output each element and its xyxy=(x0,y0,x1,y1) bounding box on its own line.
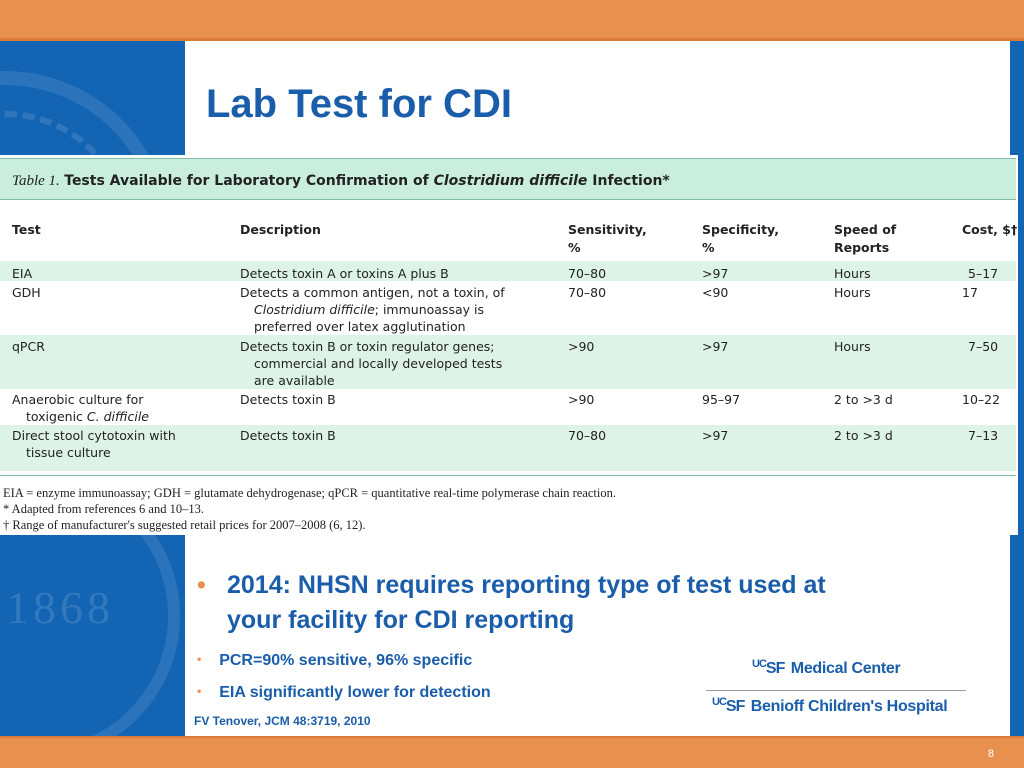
table-cell-desc-line3: are available xyxy=(254,373,335,388)
table-cell-cost: 7–50 xyxy=(968,339,999,354)
table-caption-number: Table 1. xyxy=(12,173,60,189)
table-cell-sensitivity: 70–80 xyxy=(568,266,607,281)
citation: FV Tenover, JCM 48:3719, 2010 xyxy=(194,714,371,728)
table-cell-description: Detects toxin B or toxin regulator genes… xyxy=(240,338,502,389)
sub-bullet-eia-text: EIA significantly lower for detection xyxy=(219,684,491,701)
table-cell-test: qPCR xyxy=(12,339,45,354)
ucsf-medical-center-logo: UCSF Medical Center xyxy=(752,658,901,678)
table-cell-specificity: 95–97 xyxy=(702,392,741,407)
table-cell-speed: 2 to >3 d xyxy=(834,392,893,407)
table-caption-text: Tests Available for Laboratory Confirmat… xyxy=(64,173,434,189)
row-stripe-eia xyxy=(0,261,1016,281)
main-bullet: • 2014: NHSN requires reporting type of … xyxy=(197,568,997,638)
bullet-icon: • xyxy=(197,652,202,666)
sub-bullet-pcr-text: PCR=90% sensitive, 96% specific xyxy=(219,652,473,669)
table-cell-specificity: >97 xyxy=(702,428,729,443)
table-caption: Table 1. Tests Available for Laboratory … xyxy=(12,173,670,190)
table-bottom-rule xyxy=(0,475,1016,476)
table-cell-test-line1: Anaerobic culture for xyxy=(12,392,144,407)
table-cell-specificity: <90 xyxy=(702,285,729,300)
sub-bullet-eia: • EIA significantly lower for detection xyxy=(197,684,491,702)
ucsf-logo-mark: UCSF xyxy=(752,658,785,677)
main-bullet-line1: 2014: NHSN requires reporting type of te… xyxy=(227,571,826,599)
col-header-sensitivity-unit: % xyxy=(568,240,581,255)
table-cell-test-line2-text: toxigenic xyxy=(26,409,87,424)
table-cell-desc-line3: preferred over latex agglutination xyxy=(254,319,466,334)
slide-title: Lab Test for CDI xyxy=(206,82,512,126)
row-stripe-cytotoxin xyxy=(0,425,1016,471)
table-cell-speed: Hours xyxy=(834,339,871,354)
table-cell-sensitivity: 70–80 xyxy=(568,428,607,443)
table-cell-description: Detects toxin B xyxy=(240,392,336,407)
table-cell-desc-line1: Detects toxin B or toxin regulator genes… xyxy=(240,339,495,354)
table-cell-desc-line2: Clostridium difficile; immunoassay is xyxy=(240,301,505,318)
col-header-specificity: Specificity, % xyxy=(702,221,779,257)
logo-divider xyxy=(706,690,966,691)
table-caption-suffix: Infection* xyxy=(587,173,670,189)
table-cell-test: EIA xyxy=(12,266,33,281)
ucsf-logo-uc: UC xyxy=(752,658,767,670)
table-cell-sensitivity: >90 xyxy=(568,392,595,407)
table-footnote-adapted: * Adapted from references 6 and 10–13. xyxy=(3,502,204,516)
test-table-image: Table 1. Tests Available for Laboratory … xyxy=(0,155,1018,535)
col-header-description: Description xyxy=(240,222,321,237)
col-header-speed: Speed of Reports xyxy=(834,221,896,257)
table-cell-cost: 17 xyxy=(962,285,978,300)
bullet-icon: • xyxy=(197,571,206,599)
col-header-sensitivity: Sensitivity, % xyxy=(568,221,647,257)
table-cell-desc-organism: Clostridium difficile xyxy=(254,302,375,317)
table-cell-sensitivity: 70–80 xyxy=(568,285,607,300)
ucsf-logo-sf: SF xyxy=(725,698,745,715)
main-bullet-line2: your facility for CDI reporting xyxy=(227,606,575,634)
table-cell-sensitivity: >90 xyxy=(568,339,595,354)
table-footnote-abbreviations: EIA = enzyme immunoassay; GDH = glutamat… xyxy=(3,486,616,500)
table-cell-speed: Hours xyxy=(834,285,871,300)
col-header-speed-label2: Reports xyxy=(834,240,890,255)
table-cell-test: Direct stool cytotoxin with tissue cultu… xyxy=(12,427,176,461)
table-cell-test-line2: tissue culture xyxy=(26,445,111,460)
table-cell-desc-line1: Detects a common antigen, not a toxin, o… xyxy=(240,285,505,300)
col-header-sensitivity-label: Sensitivity, xyxy=(568,222,647,237)
sub-bullet-pcr: • PCR=90% sensitive, 96% specific xyxy=(197,652,472,670)
ucsf-logo-text: Benioff Children's Hospital xyxy=(750,698,948,715)
table-cell-speed: 2 to >3 d xyxy=(834,428,893,443)
ucsf-logo-sf: SF xyxy=(765,660,785,677)
col-header-specificity-unit: % xyxy=(702,240,715,255)
table-cell-test: Anaerobic culture for toxigenic C. diffi… xyxy=(12,391,149,425)
table-cell-cost: 10–22 xyxy=(962,392,1001,407)
col-header-specificity-label: Specificity, xyxy=(702,222,779,237)
top-bar-divider xyxy=(0,38,1024,41)
table-cell-description: Detects toxin A or toxins A plus B xyxy=(240,266,449,281)
table-caption-bar: Table 1. Tests Available for Laboratory … xyxy=(0,158,1016,200)
table-cell-test: GDH xyxy=(12,285,41,300)
col-header-cost: Cost, $† xyxy=(962,222,1018,237)
table-cell-desc-line2-rest: ; immunoassay is xyxy=(374,302,484,317)
bottom-bar-divider xyxy=(0,736,1024,739)
bottom-orange-bar xyxy=(0,738,1024,768)
seal-year-watermark: 1868 xyxy=(6,582,114,633)
ucsf-benioff-logo: UCSF Benioff Children's Hospital xyxy=(712,696,948,716)
table-caption-organism: Clostridium difficile xyxy=(433,173,588,189)
table-cell-desc-line2: commercial and locally developed tests xyxy=(254,356,503,371)
table-cell-cost: 5–17 xyxy=(968,266,999,281)
page-number: 8 xyxy=(987,748,994,760)
ucsf-logo-uc: UC xyxy=(712,696,727,708)
table-cell-speed: Hours xyxy=(834,266,871,281)
top-orange-bar xyxy=(0,0,1024,38)
table-cell-description: Detects a common antigen, not a toxin, o… xyxy=(240,284,505,335)
col-header-speed-label: Speed of xyxy=(834,222,897,237)
row-stripe-qpcr xyxy=(0,335,1016,389)
table-cell-specificity: >97 xyxy=(702,266,729,281)
table-cell-cost: 7–13 xyxy=(968,428,999,443)
bullet-icon: • xyxy=(197,684,202,698)
ucsf-logo-mark: UCSF xyxy=(712,696,745,715)
table-cell-test-organism: C. difficile xyxy=(86,409,149,424)
table-cell-test-line2: toxigenic C. difficile xyxy=(12,408,149,425)
table-cell-description: Detects toxin B xyxy=(240,428,336,443)
ucsf-logo-text: Medical Center xyxy=(790,660,901,677)
col-header-test: Test xyxy=(12,222,41,237)
table-cell-test-line1: Direct stool cytotoxin with xyxy=(12,428,176,443)
table-cell-specificity: >97 xyxy=(702,339,729,354)
table-footnote-prices: † Range of manufacturer's suggested reta… xyxy=(3,518,366,532)
